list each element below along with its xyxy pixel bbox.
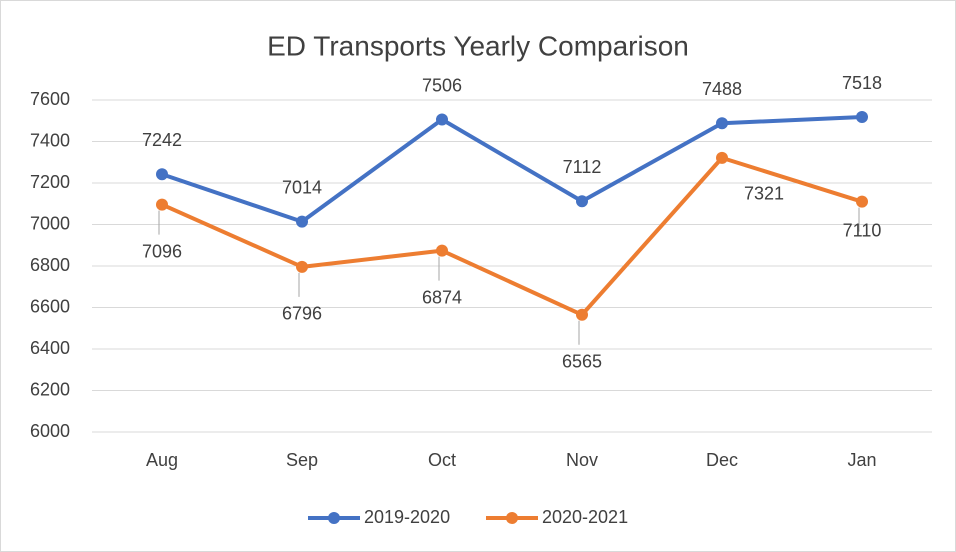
series-line [161,155,863,317]
x-tick-label: Sep [286,450,318,470]
legend-label: 2019-2020 [364,507,450,527]
data-label: 7014 [282,177,322,197]
data-label: 7096 [142,241,182,261]
y-tick-label: 6200 [30,379,70,399]
data-point [856,111,868,124]
data-point [856,195,868,208]
x-tick-label: Jan [847,450,876,470]
legend-marker [506,512,518,524]
y-tick-label: 6600 [30,296,70,316]
y-tick-label: 7000 [30,213,70,233]
y-tick-label: 6800 [30,255,70,275]
data-label: 7518 [842,73,882,93]
data-label: 6874 [422,287,462,307]
data-point [296,215,308,228]
legend-marker [328,512,340,524]
data-point [436,244,448,257]
data-point [156,168,168,181]
data-label: 7506 [422,75,462,95]
x-tick-label: Dec [706,450,738,470]
data-label: 7488 [702,79,742,99]
data-point [576,308,588,321]
y-tick-label: 6400 [30,338,70,358]
data-point [716,151,728,164]
x-tick-label: Nov [566,450,598,470]
y-tick-label: 7200 [30,172,70,192]
data-label: 7242 [142,130,182,150]
legend-label: 2020-2021 [542,507,628,527]
x-tick-label: Aug [146,450,178,470]
data-point [156,198,168,211]
data-label: 6796 [282,304,322,324]
y-tick-label: 6000 [30,421,70,441]
data-point [296,260,308,273]
data-point [436,113,448,126]
y-tick-label: 7600 [30,89,70,109]
x-tick-label: Oct [428,450,456,470]
chart-title: ED Transports Yearly Comparison [267,30,689,61]
data-label: 7321 [744,184,784,204]
y-tick-label: 7400 [30,130,70,150]
series-line [161,115,863,224]
data-point [576,195,588,208]
data-label: 7110 [843,220,882,240]
data-label: 6565 [562,352,602,372]
data-label: 7112 [563,157,602,177]
data-point [716,117,728,130]
